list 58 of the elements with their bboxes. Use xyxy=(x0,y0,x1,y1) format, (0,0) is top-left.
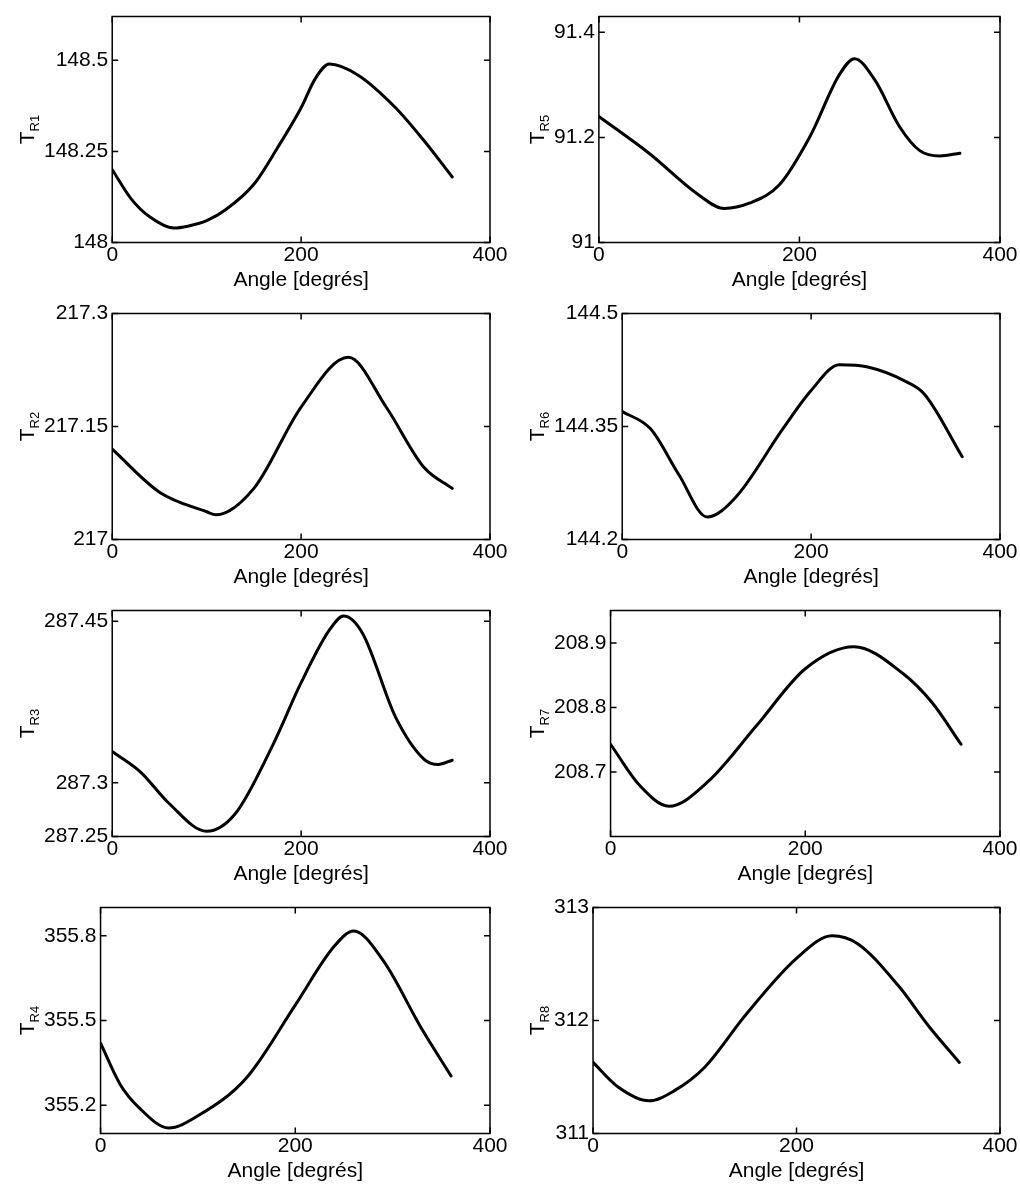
x-tick-label: 200 xyxy=(283,539,319,562)
y-tick-label: 287.45 xyxy=(44,608,109,632)
x-tick-label: 400 xyxy=(472,1133,508,1156)
y-tick-label: 91 xyxy=(571,229,595,253)
x-tick-label: 0 xyxy=(616,539,629,562)
x-axis-title: Angle [degrés] xyxy=(227,1158,363,1182)
y-tick-label: 355.5 xyxy=(43,1007,97,1031)
x-tick-label: 200 xyxy=(283,242,319,265)
y-tick-label: 148.5 xyxy=(55,47,109,71)
y-axis-title: TR1 xyxy=(14,114,42,145)
y-tick-label: 208.7 xyxy=(553,758,607,782)
y-tick-label: 217.15 xyxy=(44,413,109,437)
y-tick-label: 355.2 xyxy=(43,1092,97,1116)
x-tick-label: 400 xyxy=(982,836,1018,859)
x-tick-label: 0 xyxy=(587,1133,599,1156)
x-tick-label: 200 xyxy=(277,1133,313,1156)
y-tick-label: 208.8 xyxy=(553,694,607,718)
x-tick-label: 200 xyxy=(779,1133,815,1156)
x-tick-label: 0 xyxy=(106,539,119,562)
x-tick-label: 0 xyxy=(604,836,617,859)
y-tick-label: 91.2 xyxy=(554,124,595,148)
y-tick-label: 312 xyxy=(553,1007,590,1031)
x-axis-title: Angle [degrés] xyxy=(728,1158,865,1182)
y-axis-title: TR6 xyxy=(524,411,552,442)
y-axis-title: TR8 xyxy=(524,1005,552,1036)
x-tick-label: 200 xyxy=(793,539,829,562)
x-tick-label: 200 xyxy=(781,242,817,265)
x-tick-label: 400 xyxy=(472,539,508,562)
y-tick-label: 313 xyxy=(553,894,590,918)
x-tick-label: 0 xyxy=(106,242,119,265)
x-axis-title: Angle [degrés] xyxy=(737,861,873,885)
y-tick-label: 217.3 xyxy=(55,300,109,324)
y-axis-title: TR7 xyxy=(524,708,552,739)
x-tick-label: 400 xyxy=(982,242,1018,265)
x-tick-label: 0 xyxy=(94,1133,107,1156)
x-tick-label: 400 xyxy=(472,242,508,265)
y-tick-label: 355.8 xyxy=(43,922,97,946)
y-axis-title: TR2 xyxy=(14,411,42,442)
y-tick-label: 287.3 xyxy=(55,769,109,793)
y-tick-label: 91.4 xyxy=(554,19,596,43)
x-axis-title: Angle [degrés] xyxy=(731,267,868,291)
y-tick-label: 144.5 xyxy=(565,300,619,324)
y-tick-label: 208.9 xyxy=(553,629,607,653)
x-axis-title: Angle [degrés] xyxy=(233,861,369,885)
y-axis-title: TR3 xyxy=(14,708,42,739)
x-axis-title: Angle [degrés] xyxy=(743,564,879,588)
x-tick-label: 400 xyxy=(982,539,1018,562)
x-tick-label: 0 xyxy=(593,242,605,265)
x-axis-title: Angle [degrés] xyxy=(233,564,369,588)
x-tick-label: 400 xyxy=(982,1133,1018,1156)
y-axis-title: TR4 xyxy=(14,1005,42,1036)
x-tick-label: 200 xyxy=(787,836,823,859)
x-axis-title: Angle [degrés] xyxy=(233,267,369,291)
y-axis-title: TR5 xyxy=(524,114,552,145)
x-tick-label: 400 xyxy=(472,836,508,859)
x-tick-label: 200 xyxy=(283,836,319,859)
y-tick-label: 148.25 xyxy=(44,138,109,162)
y-tick-label: 144.35 xyxy=(554,413,619,437)
